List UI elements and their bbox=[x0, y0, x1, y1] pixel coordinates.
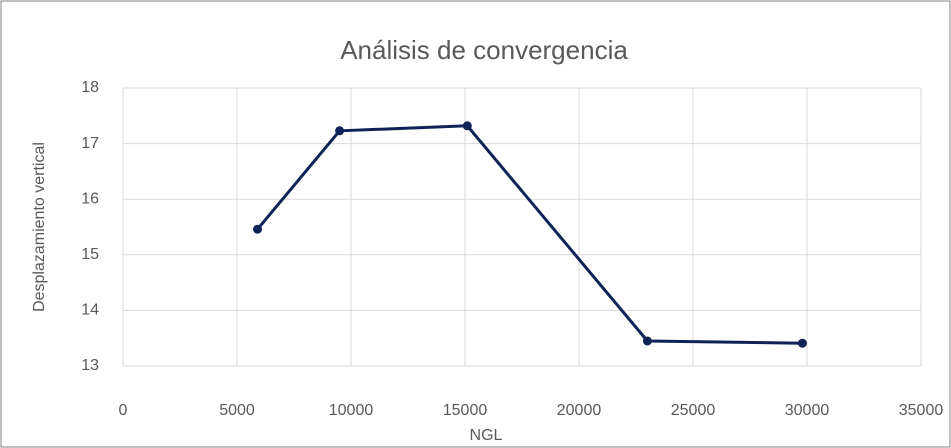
x-tick-label: 30000 bbox=[785, 402, 830, 419]
point bbox=[642, 336, 652, 346]
x-tick-label: 20000 bbox=[557, 402, 602, 419]
x-tick-label: 0 bbox=[119, 402, 128, 419]
x-tick-label: 10000 bbox=[329, 402, 374, 419]
y-tick-label: 16 bbox=[81, 190, 99, 207]
x-tick-label: 15000 bbox=[443, 402, 488, 419]
x-tick-label: 35000 bbox=[899, 402, 944, 419]
point bbox=[462, 121, 472, 131]
x-axis-label: NGL bbox=[470, 427, 503, 444]
point bbox=[797, 338, 807, 348]
y-tick-label: 17 bbox=[81, 135, 99, 152]
y-tick-label: 18 bbox=[81, 79, 99, 96]
point bbox=[253, 224, 263, 234]
point bbox=[335, 126, 345, 136]
chart-title: Análisis de convergencia bbox=[340, 35, 628, 65]
y-axis-label: Desplazamiento vertical bbox=[31, 142, 48, 312]
x-tick-label: 25000 bbox=[671, 402, 716, 419]
x-tick-label: 5000 bbox=[219, 402, 255, 419]
y-tick-label: 15 bbox=[81, 246, 99, 263]
y-tick-label: 14 bbox=[81, 302, 99, 319]
y-tick-label: 13 bbox=[81, 357, 99, 374]
